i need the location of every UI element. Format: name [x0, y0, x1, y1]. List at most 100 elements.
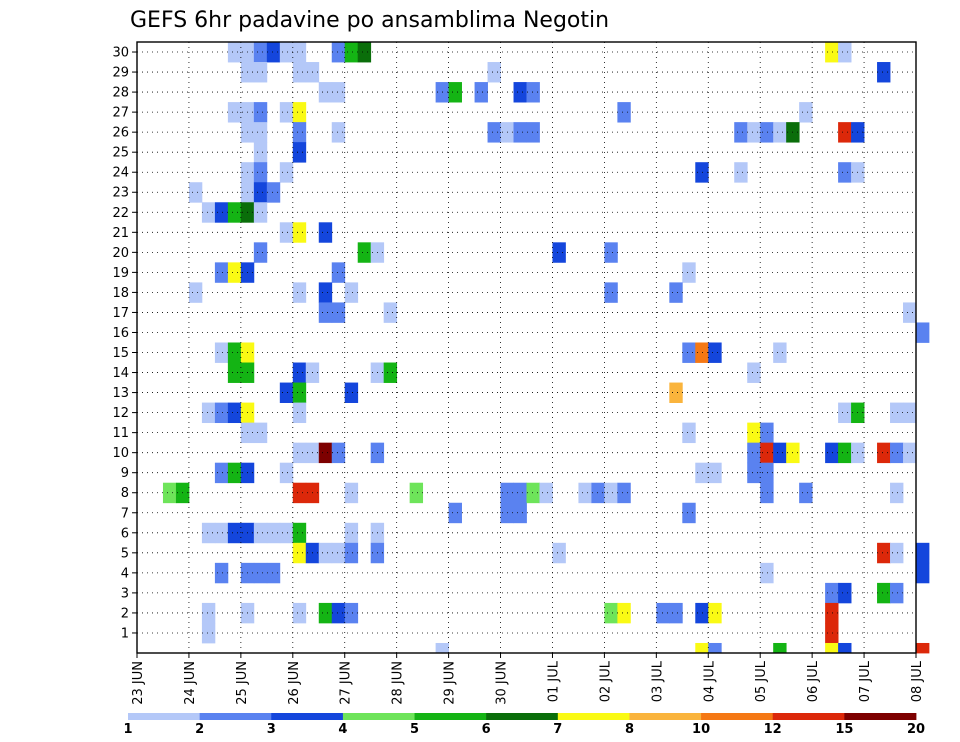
heatmap-cell	[292, 42, 307, 63]
heatmap-cell	[890, 482, 904, 504]
heatmap-cell	[266, 562, 281, 584]
colorbar: 1 2 3 4 5 6 7 8 10 12 15 20	[123, 713, 925, 737]
heatmap-cell	[201, 202, 216, 223]
heatmap-cell	[214, 562, 229, 584]
heatmap-cell	[292, 282, 307, 303]
heatmap-cell	[539, 482, 553, 504]
heatmap-cell	[513, 122, 527, 143]
heatmap-cell	[682, 422, 696, 444]
heatmap-cell	[747, 122, 761, 143]
heatmap-cell	[214, 402, 229, 424]
heatmap-cell	[318, 82, 333, 103]
colorbar-swatch	[342, 713, 415, 720]
heatmap-cell	[292, 102, 307, 123]
heatmap-cell	[825, 442, 839, 464]
heatmap-cell	[279, 462, 294, 484]
heatmap-cell	[227, 402, 242, 424]
y-tick-label: 28	[112, 86, 129, 101]
colorbar-swatch	[486, 713, 559, 720]
heatmap-cell	[227, 522, 242, 544]
heatmap-cell	[214, 522, 229, 544]
x-tick-label: 01 JUL	[547, 660, 562, 702]
heatmap-cell	[253, 562, 268, 584]
heatmap-cell	[838, 162, 852, 183]
x-tick-label: 26 JUN	[287, 661, 302, 705]
colorbar-swatch	[199, 713, 272, 720]
y-tick-label: 1	[121, 626, 129, 641]
heatmap-cell	[214, 462, 229, 484]
heatmap-cell	[916, 322, 930, 343]
heatmap-cell	[604, 602, 618, 624]
heatmap-cell	[266, 42, 281, 63]
x-tick-label: 08 JUL	[910, 660, 925, 702]
heatmap-cell	[318, 442, 333, 464]
heatmap-cell	[383, 302, 398, 323]
heatmap-cell	[318, 302, 333, 323]
heatmap-cell	[890, 542, 904, 564]
heatmap-cell	[838, 122, 852, 143]
heatmap-cells	[162, 42, 930, 654]
colorbar-swatch	[772, 713, 845, 720]
y-tick-label: 11	[112, 426, 129, 441]
heatmap-cell	[344, 522, 359, 544]
heatmap-cell	[227, 262, 242, 283]
heatmap-cell	[487, 122, 501, 143]
colorbar-label: 4	[338, 722, 347, 737]
colorbar-label: 20	[907, 722, 925, 737]
heatmap-cell	[409, 482, 424, 504]
heatmap-cell	[279, 222, 294, 243]
y-tick-label: 13	[112, 386, 129, 401]
colorbar-swatch	[414, 713, 487, 720]
y-tick-label: 15	[112, 346, 129, 361]
heatmap-cell	[383, 362, 398, 383]
y-tick-label: 12	[112, 406, 129, 421]
heatmap-cell	[513, 82, 527, 103]
heatmap-cell	[591, 482, 605, 504]
heatmap-cell	[227, 202, 242, 223]
y-tick-label: 25	[112, 146, 129, 161]
y-tick-label: 22	[112, 206, 129, 221]
heatmap-cell	[201, 402, 216, 424]
plot-frame	[136, 41, 917, 654]
heatmap-cell	[253, 522, 268, 544]
colorbar-label: 3	[267, 722, 276, 737]
y-tick-label: 24	[112, 166, 129, 181]
colorbar-label: 6	[482, 722, 491, 737]
heatmap-cell	[916, 562, 930, 584]
heatmap-cell	[526, 482, 540, 504]
y-tick-label: 20	[112, 246, 129, 261]
x-tick-label: 24 JUN	[183, 661, 198, 705]
y-tick-label: 9	[121, 466, 129, 481]
heatmap-cell	[292, 442, 307, 464]
heatmap-cell	[227, 342, 242, 363]
heatmap-cell	[773, 442, 787, 464]
heatmap-cell	[838, 42, 852, 63]
heatmap-cell	[760, 122, 774, 143]
y-tick-label: 5	[121, 546, 129, 561]
heatmap-cell	[292, 402, 307, 424]
heatmap-cell	[344, 482, 359, 504]
heatmap-cell	[279, 162, 294, 183]
y-tick-label: 7	[121, 506, 129, 521]
x-tick-label: 25 JUN	[235, 661, 250, 705]
colorbar-swatch	[844, 713, 917, 720]
heatmap-cell	[890, 402, 904, 424]
heatmap-cell	[292, 542, 307, 564]
heatmap-cell	[227, 462, 242, 484]
heatmap-cell	[266, 182, 281, 203]
heatmap-cell	[253, 42, 268, 63]
y-tick-label: 18	[112, 286, 129, 301]
heatmap-cell	[162, 482, 177, 504]
heatmap-cell	[747, 462, 761, 484]
colorbar-label: 7	[553, 722, 562, 737]
x-tick-label: 27 JUN	[339, 661, 354, 705]
heatmap-cell	[253, 182, 268, 203]
y-tick-label: 27	[112, 106, 129, 121]
heatmap-cell	[292, 222, 307, 243]
heatmap-cell	[903, 442, 917, 464]
heatmap-cell	[825, 622, 839, 644]
heatmap-cell	[253, 122, 268, 143]
heatmap-cell	[214, 342, 229, 363]
heatmap-cell	[253, 202, 268, 223]
